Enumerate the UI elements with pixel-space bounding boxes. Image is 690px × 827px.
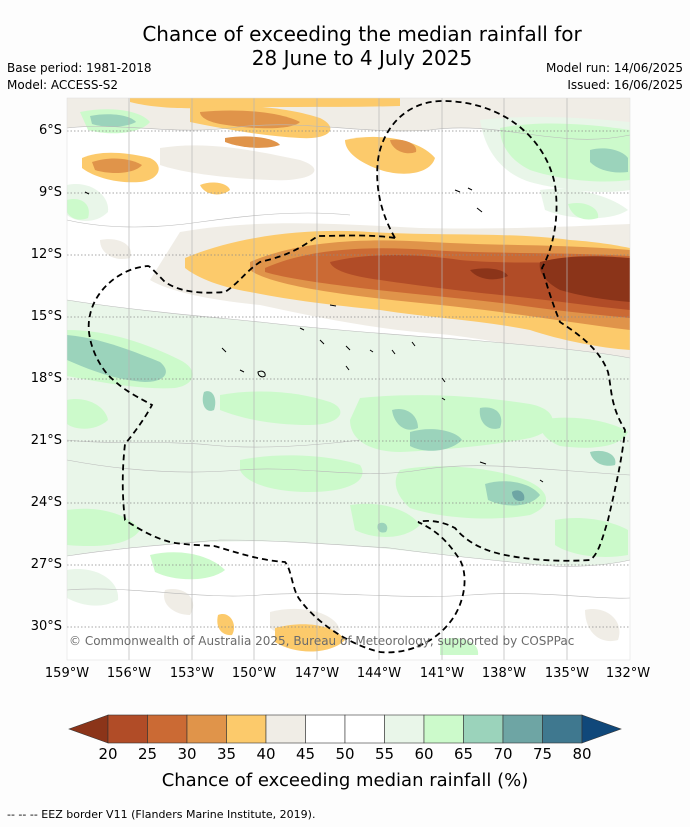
colorbar-tick: 65 (453, 745, 474, 763)
colorbar-tick: 30 (177, 745, 197, 763)
below-median-darkest-areas (470, 256, 630, 302)
islands (84, 187, 544, 483)
meta-right: Model run: 14/06/2025 Issued: 16/06/2025 (546, 60, 683, 94)
lon-label: 150°W (231, 666, 277, 681)
lon-label: 144°W (356, 666, 402, 681)
lat-label: 6°S (38, 123, 62, 138)
lat-label: 27°S (30, 557, 62, 572)
map-title: Chance of exceeding the median rainfall … (0, 22, 690, 70)
colorbar-tick: 45 (295, 745, 316, 763)
gridlines (67, 130, 630, 628)
colorbar-tick: 55 (374, 745, 395, 763)
model-name: Model: ACCESS-S2 (7, 78, 119, 92)
lon-label: 132°W (605, 666, 651, 681)
colorbar-tick: 35 (216, 745, 237, 763)
copyright-notice: © Commonwealth of Australia 2025, Bureau… (69, 634, 575, 648)
colorbar-tick: 70 (493, 745, 513, 763)
colorbar-tick: 60 (414, 745, 434, 763)
lat-label: 21°S (30, 433, 62, 448)
colorbar-tick: 40 (256, 745, 276, 763)
eez-footnote: -- -- -- EEZ border V11 (Flanders Marine… (7, 808, 316, 821)
lat-label: 15°S (30, 309, 62, 324)
colorbar-title: Chance of exceeding median rainfall (%) (161, 770, 529, 791)
colorbar-tick: 25 (137, 745, 158, 763)
colorbar-tick: 50 (335, 745, 355, 763)
meridians (128, 98, 568, 660)
lon-label: 135°W (544, 666, 590, 681)
issued-date: Issued: 16/06/2025 (567, 78, 683, 92)
lat-label: 12°S (30, 247, 62, 262)
colorbar-tick: 20 (98, 745, 118, 763)
lat-label: 18°S (30, 371, 62, 386)
base-period: Base period: 1981-2018 (7, 61, 152, 75)
colorbar (68, 714, 622, 744)
eez-borders (87, 100, 626, 654)
lon-label: 156°W (106, 666, 152, 681)
lon-label: 159°W (44, 666, 90, 681)
lon-label: 141°W (419, 666, 465, 681)
above-median-dark-teal-areas (512, 490, 525, 502)
title-line-1: Chance of exceeding the median rainfall … (142, 22, 582, 46)
meta-left: Base period: 1981-2018 Model: ACCESS-S2 (7, 60, 152, 94)
lon-label: 153°W (169, 666, 215, 681)
lat-label: 9°S (38, 185, 62, 200)
colorbar-tick: 80 (572, 745, 592, 763)
lat-label: 30°S (30, 619, 62, 634)
lon-label: 147°W (294, 666, 340, 681)
lat-label: 24°S (30, 495, 62, 510)
model-run: Model run: 14/06/2025 (545, 61, 683, 75)
title-line-2: 28 June to 4 July 2025 (251, 46, 473, 70)
colorbar-tick: 75 (532, 745, 553, 763)
rainfall-map (67, 98, 630, 660)
lon-label: 138°W (481, 666, 527, 681)
